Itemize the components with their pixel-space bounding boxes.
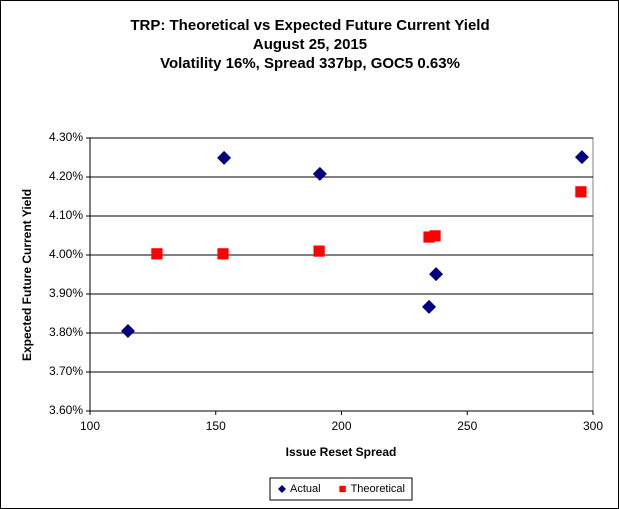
- chart-subtitle: Volatility 16%, Spread 337bp, GOC5 0.63%: [160, 55, 460, 72]
- legend-marker: [278, 485, 286, 493]
- x-axis-title: Issue Reset Spread: [286, 445, 397, 459]
- point: [217, 248, 229, 260]
- y-tick-label: 3.60%: [49, 403, 83, 417]
- y-tick-label: 3.70%: [49, 364, 83, 378]
- legend-marker: [339, 485, 346, 493]
- y-tick-label: 3.90%: [49, 286, 83, 300]
- legend-label: Theoretical: [351, 483, 405, 495]
- point: [423, 231, 435, 243]
- x-tick-label: 100: [80, 419, 100, 433]
- y-tick-label: 4.30%: [49, 130, 83, 144]
- point: [429, 230, 441, 242]
- y-tick-label: 4.00%: [49, 247, 83, 261]
- point: [217, 150, 232, 165]
- point: [422, 299, 437, 314]
- y-tick-label: 4.10%: [49, 208, 83, 222]
- x-tick-label: 300: [583, 419, 603, 433]
- y-tick-label: 3.80%: [49, 325, 83, 339]
- legend-label: Actual: [290, 483, 321, 495]
- point: [151, 248, 163, 260]
- x-tick-label: 150: [206, 419, 226, 433]
- y-tick-label: 4.20%: [49, 169, 83, 183]
- point: [120, 324, 135, 339]
- point: [574, 150, 589, 165]
- point: [313, 245, 325, 257]
- chart-subtitle: August 25, 2015: [253, 36, 367, 53]
- point: [575, 186, 587, 198]
- x-tick-label: 250: [457, 419, 477, 433]
- chart-title: TRP: Theoretical vs Expected Future Curr…: [130, 17, 489, 34]
- x-tick-label: 200: [331, 419, 351, 433]
- point: [429, 267, 444, 282]
- y-axis-title: Expected Future Current Yield: [20, 189, 34, 361]
- plot-area: [89, 137, 594, 412]
- point: [312, 166, 327, 181]
